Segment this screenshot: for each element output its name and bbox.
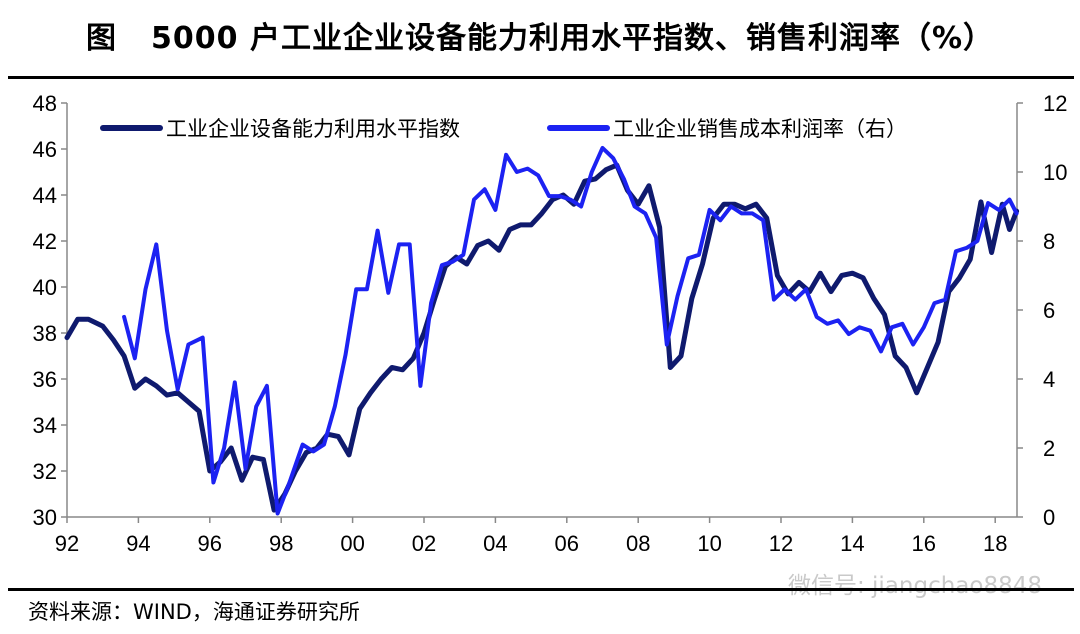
legend: 工业企业设备能力利用水平指数 工业企业销售成本利润率（右）	[100, 117, 907, 141]
x-tick-label: 14	[840, 531, 864, 556]
x-tick-label: 12	[769, 531, 793, 556]
bottom-rule	[8, 588, 1074, 591]
y-right-tick-label: 12	[1043, 91, 1067, 116]
series-lines	[64, 145, 1020, 516]
y-right-tick-label: 0	[1043, 505, 1055, 530]
series-line-1	[64, 162, 1020, 513]
figure-title: 5000 户工业企业设备能力利用水平指数、销售利润率（%）	[151, 21, 994, 56]
y-left-tick-label: 44	[33, 183, 57, 208]
x-tick-label: 08	[626, 531, 650, 556]
watermark: 微信号: jiangchao8848	[787, 573, 1042, 599]
legend-label-series1: 工业企业设备能力利用水平指数	[166, 117, 460, 141]
x-tick-label: 16	[912, 531, 936, 556]
top-rule	[8, 76, 1074, 79]
y-left-tick-label: 38	[33, 321, 57, 346]
x-tick-label: 96	[198, 531, 222, 556]
figure-label: 图	[86, 21, 117, 56]
y-left-tick-label: 40	[33, 275, 57, 300]
x-tick-label: 04	[483, 531, 507, 556]
y-right-tick-label: 8	[1043, 229, 1055, 254]
y-left-tick-label: 46	[33, 137, 57, 162]
x-tick-label: 92	[55, 531, 79, 556]
legend-label-series2: 工业企业销售成本利润率（右）	[613, 117, 907, 141]
x-tick-label: 10	[697, 531, 721, 556]
y-left-tick-label: 36	[33, 367, 57, 392]
x-tick-label: 02	[412, 531, 436, 556]
y-right-tick-label: 4	[1043, 367, 1055, 392]
y-left-tick-label: 48	[33, 91, 57, 116]
y-right-tick-label: 2	[1043, 436, 1055, 461]
x-tick-label: 00	[340, 531, 364, 556]
source-note: 资料来源：WIND，海通证券研究所	[28, 600, 360, 624]
y-right-tick-label: 6	[1043, 298, 1055, 323]
x-tick-label: 94	[126, 531, 150, 556]
series-line-2	[122, 145, 1019, 516]
chart-title: 图 5000 户工业企业设备能力利用水平指数、销售利润率（%）	[0, 0, 1080, 70]
x-tick-label: 98	[269, 531, 293, 556]
y-left-tick-label: 30	[33, 505, 57, 530]
x-tick-label: 18	[983, 531, 1007, 556]
y-left-tick-label: 34	[33, 413, 57, 438]
y-right-tick-label: 10	[1043, 160, 1067, 185]
y-left-tick-label: 42	[33, 229, 57, 254]
x-tick-label: 06	[555, 531, 579, 556]
y-left-tick-label: 32	[33, 459, 57, 484]
